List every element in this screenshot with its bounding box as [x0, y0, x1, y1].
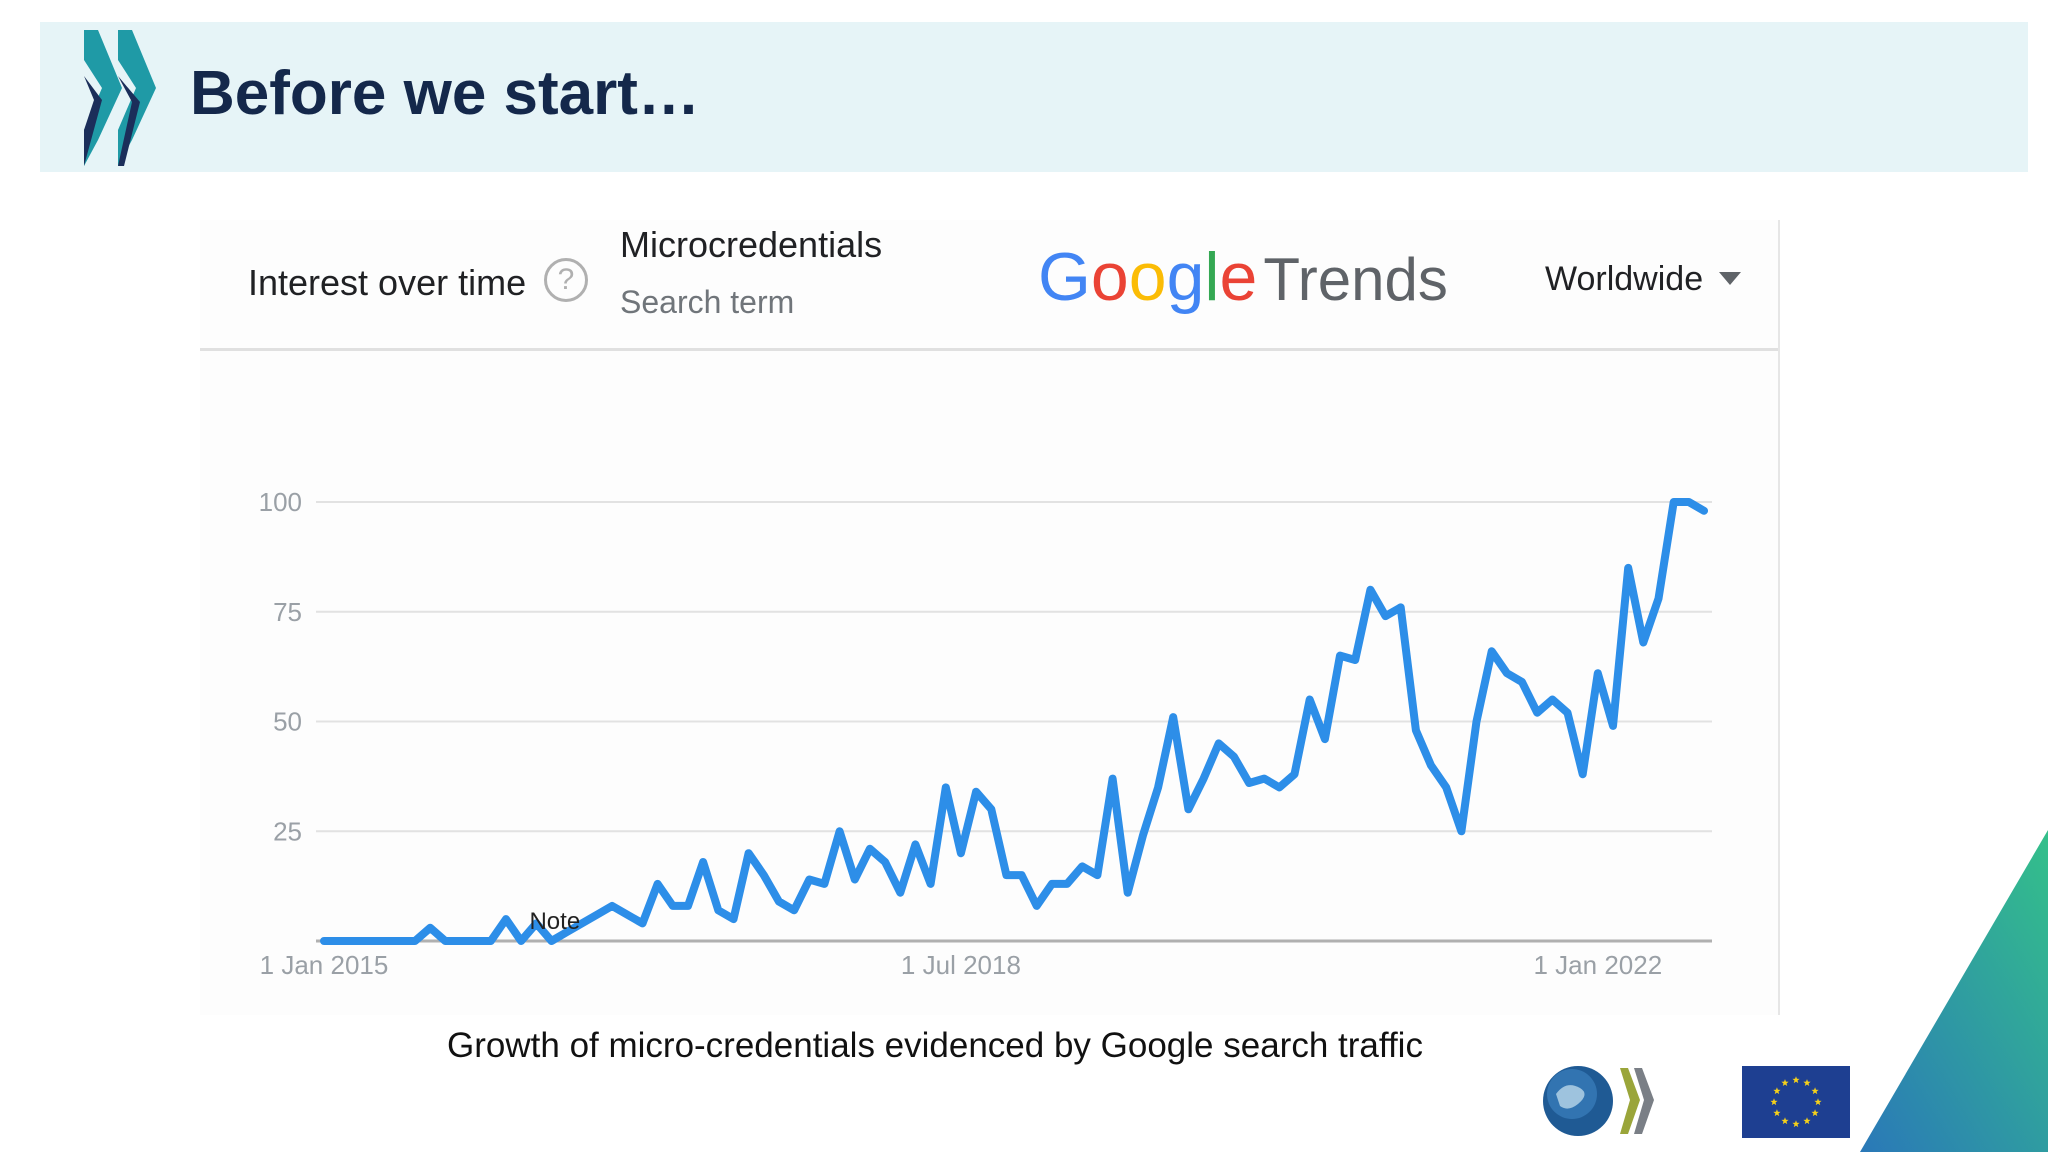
header-band	[40, 22, 2028, 172]
y-tick-label: 50	[273, 707, 302, 737]
google-logo-letter: e	[1219, 239, 1258, 315]
google-logo-letter: o	[1128, 239, 1167, 315]
eu-star	[1811, 1109, 1819, 1117]
google-trends-card: Interest over time ? Microcredentials Se…	[200, 220, 1780, 1015]
eu-star	[1770, 1098, 1778, 1106]
eu-star	[1803, 1079, 1811, 1087]
eu-star	[1803, 1117, 1811, 1125]
y-tick-label: 25	[273, 816, 302, 846]
google-logo-letter: l	[1204, 239, 1220, 315]
eu-star	[1792, 1076, 1800, 1084]
eu-star	[1792, 1120, 1800, 1128]
note-label: Note	[529, 908, 580, 935]
google-logo-letter: o	[1090, 239, 1129, 315]
x-tick-label: 1 Jul 2018	[901, 950, 1021, 980]
eu-star	[1781, 1079, 1789, 1087]
eu-star	[1773, 1109, 1781, 1117]
google-logo-letter: g	[1166, 239, 1205, 315]
x-tick-label: 1 Jan 2015	[260, 950, 389, 980]
eu-star	[1781, 1117, 1789, 1125]
eu-star	[1811, 1087, 1819, 1095]
x-tick-label: 1 Jan 2022	[1534, 950, 1663, 980]
y-tick-label: 100	[259, 487, 302, 517]
oecd-chevron-logo	[84, 30, 156, 166]
slide-title: Before we start…	[190, 59, 700, 128]
eu-star	[1814, 1098, 1822, 1106]
search-term: Microcredentials	[620, 224, 883, 265]
eu-star	[1773, 1087, 1781, 1095]
card-divider	[200, 348, 1778, 351]
google-trends-logo: Google Trends	[1038, 238, 1448, 316]
google-logo-text: Google	[1038, 239, 1257, 315]
slide-caption: Growth of micro-credentials evidenced by…	[447, 1026, 1423, 1065]
interest-line-chart: 100 75 50 25 1 Jan 2015 1 Jul 2018 1 Jan 2022…	[259, 487, 1712, 980]
question-circle-icon[interactable]: ?	[544, 258, 588, 302]
series-line	[320, 498, 1708, 945]
interest-over-time-label: Interest over time	[248, 262, 527, 303]
chevron-down-icon[interactable]	[1719, 272, 1741, 285]
search-term-type: Search term	[620, 284, 795, 320]
trends-logo-text: Trends	[1263, 246, 1448, 313]
y-tick-label: 75	[273, 597, 302, 627]
eu-flag	[1742, 1066, 1850, 1138]
oecd-globe-logo	[1543, 1066, 1654, 1136]
corner-decoration	[1860, 830, 2048, 1152]
google-logo-letter: G	[1038, 239, 1091, 315]
region-select[interactable]: Worldwide	[1545, 260, 1704, 298]
